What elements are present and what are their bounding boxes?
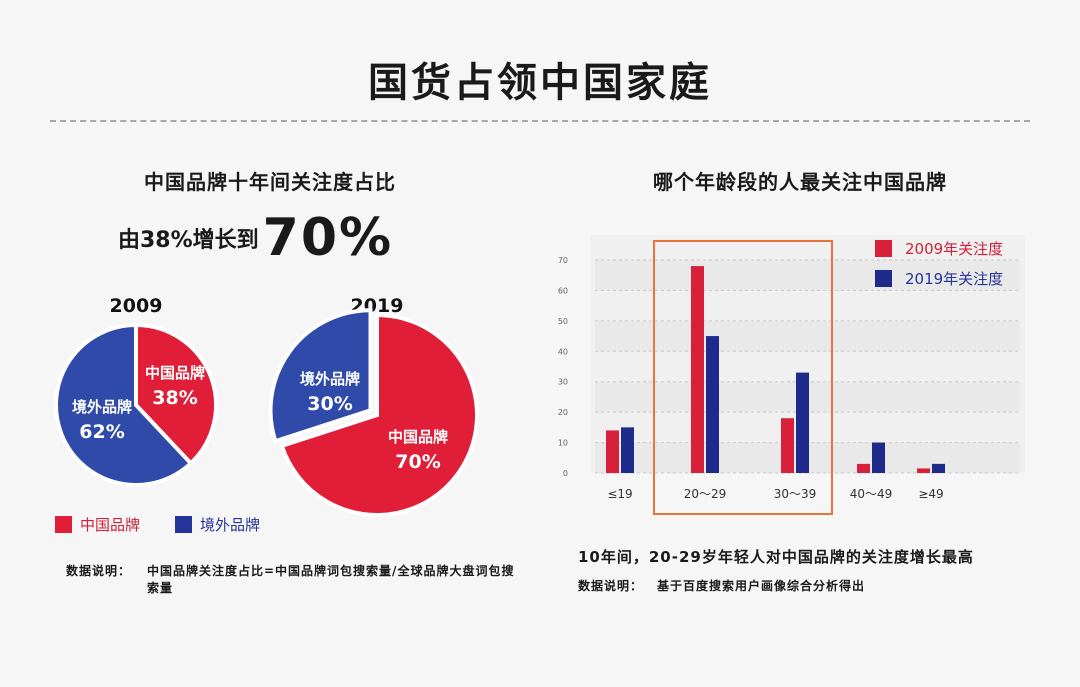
legend-swatch-cn <box>55 516 72 533</box>
bar-0-1 <box>691 266 704 473</box>
growth-prefix: 由38%增长到 <box>118 228 259 253</box>
pie-slice-2009-0 <box>134 322 218 467</box>
title-divider <box>50 120 1030 122</box>
bar-legend-swatch-2019 <box>875 270 892 287</box>
page-title: 国货占领中国家庭 <box>368 60 712 106</box>
bar-legend-swatch-2009 <box>875 240 892 257</box>
growth-headline: 由38%增长到70% <box>118 208 393 268</box>
bar-1-2 <box>796 372 809 473</box>
y-tick-label: 30 <box>558 378 568 387</box>
pie-label-2009-1: 境外品牌 <box>72 398 132 416</box>
right-note-text: 基于百度搜索用户画像综合分析得出 <box>657 579 866 593</box>
bar-0-0 <box>606 430 619 473</box>
left-note-label: 数据说明： <box>66 564 132 578</box>
bar-1-4 <box>932 463 945 473</box>
x-tick-label: 30～39 <box>774 487 817 501</box>
pie-slice-2009-1 <box>54 322 194 487</box>
pie-value-2009-1: 62% <box>79 421 124 443</box>
bar-section-title: 哪个年龄段的人最关注中国品牌 <box>653 170 947 194</box>
legend-label-cn: 中国品牌 <box>80 516 141 534</box>
legend-swatch-foreign <box>175 516 192 533</box>
bar-1-3 <box>872 442 885 473</box>
y-tick-label: 50 <box>558 317 568 326</box>
bar-0-4 <box>917 468 930 473</box>
pie-slice-2019-0 <box>279 312 479 517</box>
pie-section-title: 中国品牌十年间关注度占比 <box>144 170 396 194</box>
highlight-box <box>653 240 833 515</box>
y-tick-label: 60 <box>558 286 568 295</box>
bar-1-0 <box>621 427 634 473</box>
growth-value: 70% <box>262 208 394 268</box>
pie-value-2019-0: 70% <box>395 451 440 473</box>
y-tick-label: 10 <box>558 439 568 448</box>
pie-label-2019-0: 中国品牌 <box>388 428 448 446</box>
bar-0-2 <box>781 418 794 473</box>
left-note-text: 中国品牌关注度占比=中国品牌词包搜索量/全球品牌大盘词包搜索量 <box>147 564 515 595</box>
pie-label-2009-0: 中国品牌 <box>145 364 205 382</box>
grid-band <box>595 260 1020 291</box>
bar-legend-label-2009: 2009年关注度 <box>905 240 1004 258</box>
grid-band <box>595 320 1020 352</box>
bar-conclusion: 10年间，20-29岁年轻人对中国品牌的关注度增长最高 <box>578 548 974 566</box>
pie-label-2019-1: 境外品牌 <box>300 370 360 388</box>
legend-label-foreign: 境外品牌 <box>200 516 261 534</box>
x-tick-label: ≥49 <box>918 487 943 501</box>
y-tick-label: 40 <box>558 347 568 356</box>
right-note-label: 数据说明： <box>578 579 644 593</box>
bar-0-3 <box>857 463 870 473</box>
pie-slice-2019-1 <box>268 308 373 444</box>
y-tick-label: 0 <box>563 469 568 478</box>
x-tick-label: 40～49 <box>850 487 893 501</box>
pie-title-2009: 2009 <box>110 295 163 317</box>
y-tick-label: 20 <box>558 408 568 417</box>
age-bar-chart: 0 10 20 30 40 50 60 70 ≤19 20～29 30～39 40～49 ≥49 <box>558 235 1025 501</box>
bar-legend-label-2019: 2019年关注度 <box>905 270 1004 288</box>
x-tick-label: 20～29 <box>684 487 727 501</box>
y-tick-label: 70 <box>558 256 568 265</box>
pie-value-2019-1: 30% <box>307 393 352 415</box>
x-tick-label: ≤19 <box>607 487 632 501</box>
pie-value-2009-0: 38% <box>152 387 197 409</box>
bar-1-1 <box>706 336 719 473</box>
